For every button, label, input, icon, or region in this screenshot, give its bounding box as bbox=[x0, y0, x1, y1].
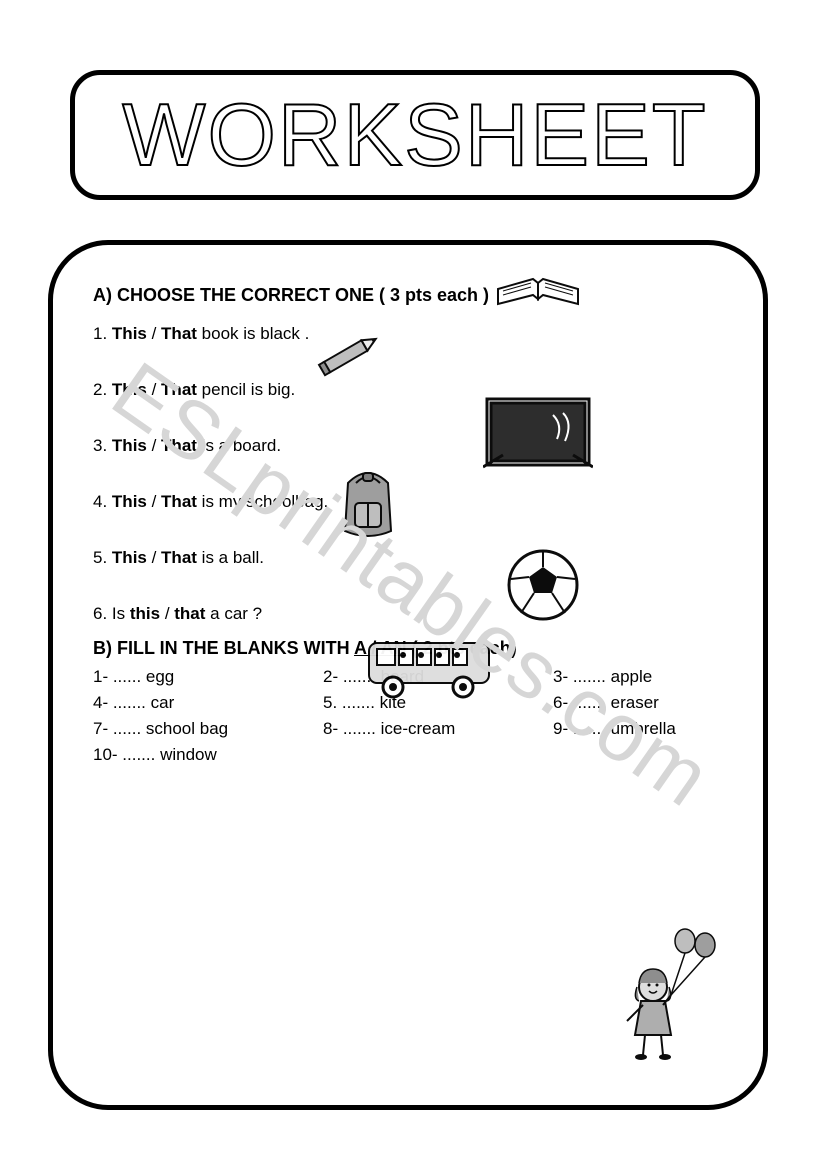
girl-balloons-icon bbox=[613, 925, 723, 1065]
q1-opt1: This bbox=[112, 324, 147, 343]
q5-opt2: That bbox=[161, 548, 197, 567]
q1-opt2: That bbox=[161, 324, 197, 343]
blank-6: 6- ....... eraser bbox=[553, 693, 753, 713]
question-3: 3. This / That is a board. bbox=[93, 436, 733, 456]
section-a-heading: A) CHOOSE THE CORRECT ONE ( 3 pts each ) bbox=[93, 285, 733, 306]
q4-opt2: That bbox=[161, 492, 197, 511]
bus-icon bbox=[363, 625, 503, 705]
q5-opt1: This bbox=[112, 548, 147, 567]
ball-icon bbox=[503, 545, 583, 625]
question-2: 2. This / That pencil is big. bbox=[93, 380, 733, 400]
q2-opt2: That bbox=[161, 380, 197, 399]
worksheet-page: ESLprintables.com WORKSHEET A) CHOOSE TH… bbox=[0, 0, 821, 1169]
book-icon bbox=[493, 249, 583, 309]
q2-opt1: This bbox=[112, 380, 147, 399]
q5-rest: is a ball. bbox=[197, 548, 264, 567]
q3-rest: is a board. bbox=[197, 436, 281, 455]
q4-rest: is my schoolbag. bbox=[197, 492, 328, 511]
q6-rest: a car ? bbox=[205, 604, 262, 623]
q5-num: 5. bbox=[93, 548, 107, 567]
blank-3: 3- ....... apple bbox=[553, 667, 753, 687]
q6-num: 6. Is bbox=[93, 604, 130, 623]
question-1: 1. This / That book is black . bbox=[93, 324, 733, 344]
q2-num: 2. bbox=[93, 380, 107, 399]
blank-4: 4- ....... car bbox=[93, 693, 323, 713]
board-icon bbox=[483, 395, 593, 475]
content-box: A) CHOOSE THE CORRECT ONE ( 3 pts each )… bbox=[48, 240, 768, 1110]
q4-opt1: This bbox=[112, 492, 147, 511]
blank-7: 7- ...... school bag bbox=[93, 719, 323, 739]
q3-opt1: This bbox=[112, 436, 147, 455]
question-5: 5. This / That is a ball. bbox=[93, 548, 733, 568]
q6-opt1: this bbox=[130, 604, 160, 623]
q6-opt2: that bbox=[174, 604, 205, 623]
blank-9: 9- ....... umbrella bbox=[553, 719, 753, 739]
q4-num: 4. bbox=[93, 492, 107, 511]
schoolbag-icon bbox=[333, 463, 403, 543]
title-text: WORKSHEET bbox=[122, 91, 707, 179]
title-box: WORKSHEET bbox=[70, 70, 760, 200]
blank-8: 8- ....... ice-cream bbox=[323, 719, 553, 739]
q3-num: 3. bbox=[93, 436, 107, 455]
q3-opt2: That bbox=[161, 436, 197, 455]
q2-rest: pencil is big. bbox=[197, 380, 295, 399]
blank-1: 1- ...... egg bbox=[93, 667, 323, 687]
question-4: 4. This / That is my schoolbag. bbox=[93, 492, 733, 512]
q1-rest: book is black . bbox=[197, 324, 309, 343]
q1-num: 1. bbox=[93, 324, 107, 343]
sb-pre: B) FILL IN THE BLANKS WITH bbox=[93, 638, 354, 658]
question-6: 6. Is this / that a car ? bbox=[93, 604, 733, 624]
blank-10: 10- ....... window bbox=[93, 745, 323, 765]
pencil-icon bbox=[308, 325, 388, 385]
